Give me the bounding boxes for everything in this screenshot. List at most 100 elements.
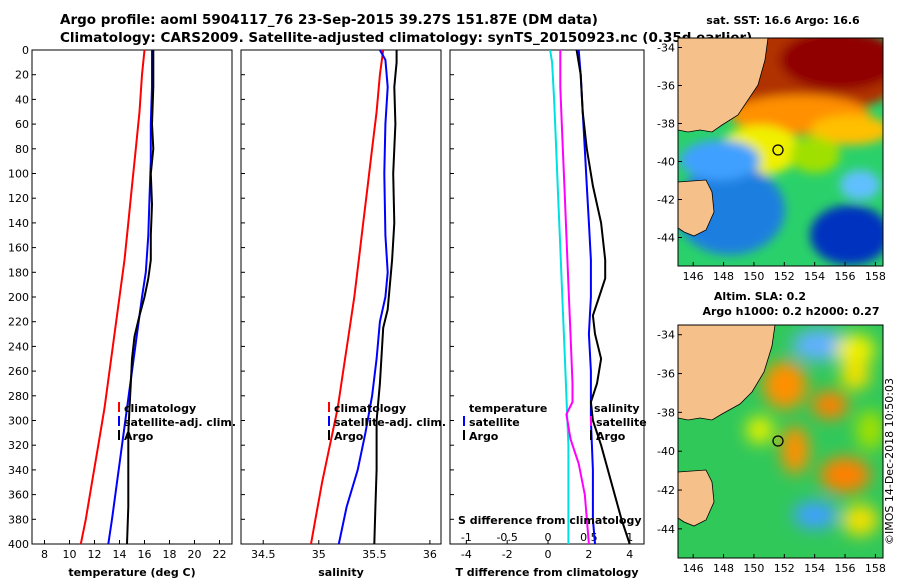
legend-label-climatology: climatology (124, 402, 196, 415)
figure-title-line1: Argo profile: aoml 5904117_76 23-Sep-201… (60, 12, 598, 28)
salinity-x-axis: 34.5 35 35.5 36 (241, 49, 437, 561)
salinity-legend: climatology satellite-adj. clim. Argo (328, 402, 446, 443)
sst-map-frame (677, 37, 884, 267)
lat-tick-label: -40 (657, 156, 675, 169)
depth-tick-label: 160 (8, 242, 29, 255)
legend-label-argo: Argo (124, 430, 154, 443)
depth-tick-label: 200 (8, 291, 29, 304)
x-tick-label: -2 (502, 548, 513, 561)
depth-tick-label: 0 (22, 44, 29, 57)
series-line-climatology (310, 49, 385, 545)
sst-map-axes: 146 148 150 152 154 156 158 -34 -36 -38 -40 -42 -44 (657, 42, 886, 284)
depth-axis: 0 20 40 60 80 100 120 140 160 180 200 220 240 260 280 3… (8, 44, 29, 551)
depth-tick-label: 280 (8, 390, 29, 403)
lat-tick-label: -42 (657, 484, 675, 497)
depth-tick-label: 400 (8, 538, 29, 551)
depth-tick-label: 260 (8, 365, 29, 378)
lon-tick-label: 154 (804, 270, 825, 283)
difference-xlabel: T difference from climatology (455, 566, 638, 579)
depth-tick-label: 140 (8, 217, 29, 230)
depth-tick-label: 100 (8, 168, 29, 181)
depth-tick-label: 240 (8, 340, 29, 353)
temperature-xlabel: temperature (deg C) (68, 566, 195, 579)
lat-tick-label: -44 (657, 232, 675, 245)
lon-tick-label: 148 (713, 270, 734, 283)
series-line-argo (126, 50, 155, 545)
legend-label-climatology: climatology (334, 402, 406, 415)
difference-axes (449, 49, 645, 545)
lon-tick-label: 150 (743, 562, 764, 575)
x-tick-label: 14 (113, 548, 127, 561)
lon-tick-label: 158 (865, 562, 886, 575)
series-line-salinity-satellite (559, 50, 590, 545)
x-tick-label: 4 (626, 548, 633, 561)
temperature-panel: 0 20 40 60 80 100 120 140 160 180 200 220 240 260 280 3… (8, 44, 236, 579)
lon-tick-label: 150 (743, 270, 764, 283)
difference-series (549, 49, 631, 545)
depth-tick-label: 120 (8, 192, 29, 205)
depth-tick-label: 220 (8, 316, 29, 329)
series-line-salinity-argo (575, 49, 631, 545)
lon-tick-label: 146 (683, 562, 704, 575)
top-x-tick-label: -1 (461, 531, 472, 544)
x-tick-label: 18 (163, 548, 177, 561)
series-line-satellite-adj-clim- (337, 49, 389, 545)
tasmania-landmass (678, 179, 715, 237)
legend-label-satellite: satellite (596, 416, 647, 429)
x-tick-label: 34.5 (251, 548, 276, 561)
sst-map-panel: sat. SST: 16.6 Argo: 16.6 146 148 150 152 15… (657, 14, 886, 284)
argo-position-marker (772, 144, 784, 156)
imos-credit: ©IMOS 14-Dec-2018 10:50:03 (883, 378, 896, 545)
lat-tick-label: -38 (657, 118, 675, 131)
lon-tick-label: 158 (865, 270, 886, 283)
depth-tick-label: 360 (8, 489, 29, 502)
lon-tick-label: 154 (804, 562, 825, 575)
salinity-xlabel: salinity (318, 566, 364, 579)
series-line-climatology (79, 49, 146, 545)
sla-map-subtitle: Argo h1000: 0.2 h2000: 0.27 (702, 305, 879, 318)
figure-title-line2: Climatology: CARS2009. Satellite-adjuste… (60, 30, 752, 46)
temperature-legend: climatology satellite-adj. clim. Argo (118, 402, 236, 443)
depth-tick-label: 40 (15, 93, 29, 106)
mainland-landmass (678, 38, 769, 133)
legend-label-salinity: salinity (594, 402, 640, 415)
lon-tick-label: 152 (774, 270, 795, 283)
lon-tick-label: 148 (713, 562, 734, 575)
depth-tick-label: 300 (8, 415, 29, 428)
difference-top-xlabel: S difference from climatology (458, 514, 642, 527)
depth-tick-label: 380 (8, 513, 29, 526)
legend-label-satellite: satellite-adj. clim. (124, 416, 236, 429)
temperature-series (79, 49, 155, 545)
series-line-argo (373, 50, 398, 545)
tasmania-landmass (678, 469, 715, 527)
lon-tick-label: 156 (835, 270, 856, 283)
top-x-tick-label: 1 (626, 531, 633, 544)
series-line-satellite-adj-clim- (107, 50, 153, 545)
depth-tick-label: 20 (15, 69, 29, 82)
lon-tick-label: 156 (835, 562, 856, 575)
depth-tick-label: 340 (8, 464, 29, 477)
salinity-series (310, 49, 398, 545)
argo-position-marker (772, 435, 784, 447)
lat-tick-label: -38 (657, 406, 675, 419)
lat-tick-label: -40 (657, 445, 675, 458)
legend-label-satellite: satellite-adj. clim. (334, 416, 446, 429)
depth-tick-label: 60 (15, 118, 29, 131)
x-tick-label: 22 (213, 548, 227, 561)
x-tick-label: 16 (138, 548, 152, 561)
legend-label-argo: Argo (334, 430, 364, 443)
x-tick-label: 0 (545, 548, 552, 561)
x-tick-label: 10 (63, 548, 77, 561)
depth-tick-label: 180 (8, 266, 29, 279)
series-line-temperature-satellite (549, 49, 570, 544)
sst-map-title: sat. SST: 16.6 Argo: 16.6 (706, 14, 860, 27)
sla-field (678, 325, 883, 558)
lon-tick-label: 152 (774, 562, 795, 575)
salinity-axes (240, 49, 442, 545)
lat-tick-label: -44 (657, 523, 675, 536)
top-x-tick-label: -0.5 (496, 531, 517, 544)
depth-tick-label: 320 (8, 439, 29, 452)
lat-tick-label: -36 (657, 80, 675, 93)
lat-tick-label: -42 (657, 194, 675, 207)
difference-x-axis: -4 -2 0 2 4 (450, 49, 633, 561)
